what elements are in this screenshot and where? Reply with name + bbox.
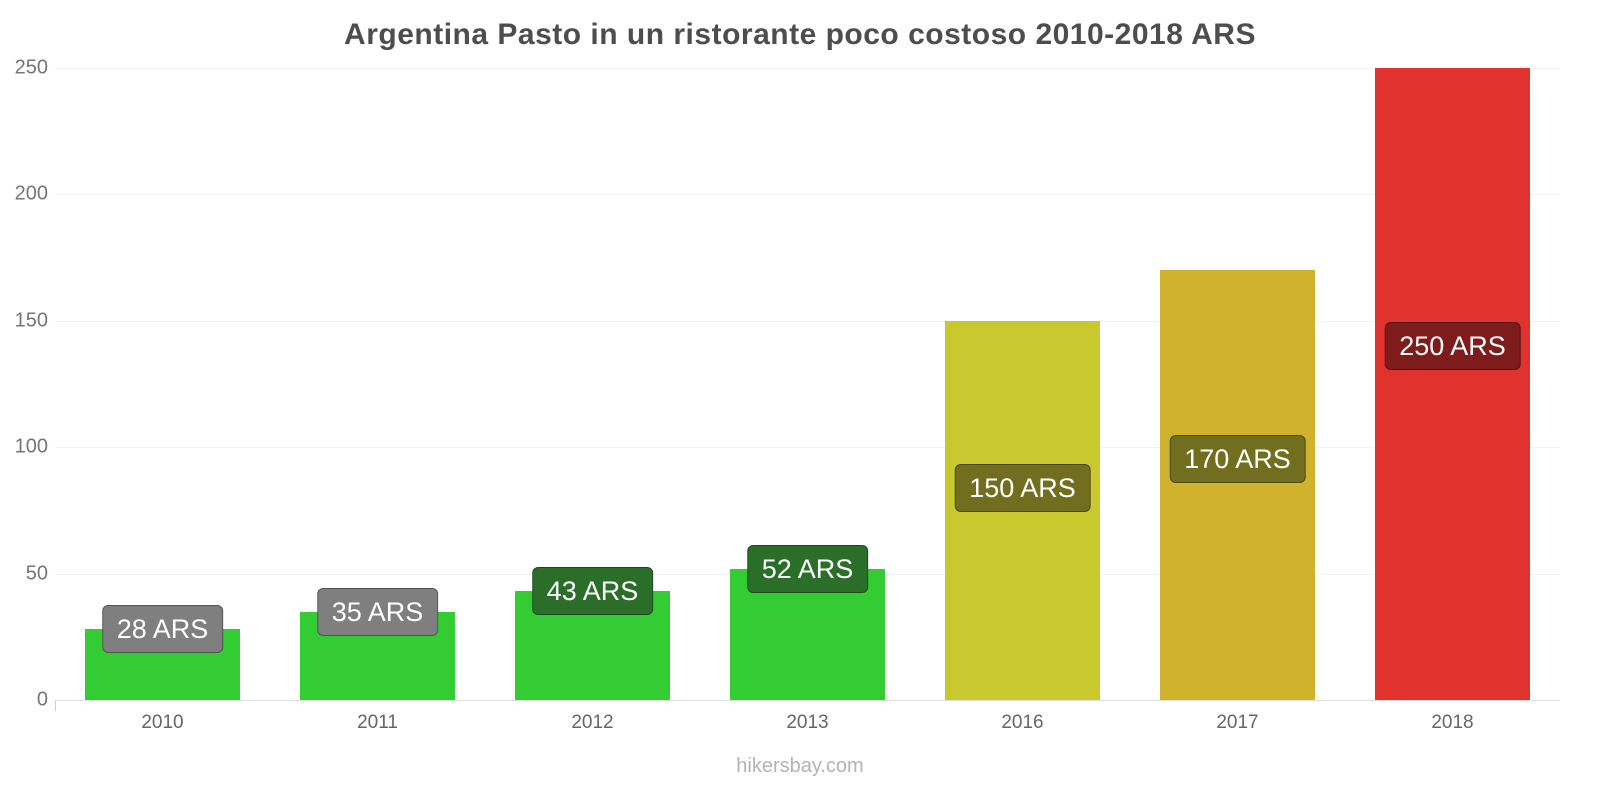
chart-title: Argentina Pasto in un ristorante poco co…: [344, 18, 1256, 51]
gridline: [55, 68, 1560, 69]
bar-value-badge: 52 ARS: [746, 544, 869, 593]
x-tick-label: 2016: [1001, 712, 1044, 733]
bar-value-badge: 150 ARS: [954, 463, 1091, 512]
y-tick-label: 200: [14, 182, 48, 205]
y-tick-label: 150: [14, 309, 48, 332]
x-tick-label: 2013: [786, 712, 829, 733]
bar-2016: 150 ARS: [945, 320, 1100, 700]
plot-area: 28 ARS 35 ARS 43 ARS 52 ARS 150 ARS 170 ARS 25…: [55, 68, 1560, 701]
x-tick-label: 2010: [141, 712, 184, 733]
x-tick-label: 2011: [357, 712, 398, 733]
bar-2010: 28 ARS: [85, 605, 240, 700]
axis-origin-tick: [55, 700, 56, 711]
bar-2013: 52 ARS: [730, 544, 885, 700]
bar-2012: 43 ARS: [515, 567, 670, 700]
bar-value-badge: 170 ARS: [1169, 435, 1306, 484]
bar-2011: 35 ARS: [300, 587, 455, 700]
y-tick-label: 50: [25, 562, 48, 585]
x-axis-line: [55, 700, 1560, 701]
x-tick-label: 2012: [571, 712, 614, 733]
bar-value-badge: 35 ARS: [316, 587, 439, 636]
bar-2017: 170 ARS: [1160, 270, 1315, 700]
y-tick-label: 250: [14, 56, 48, 79]
gridline: [55, 447, 1560, 449]
bar-value-badge: 28 ARS: [101, 605, 224, 654]
watermark-text: hikersbay.com: [736, 755, 864, 777]
x-tick-label: 2017: [1216, 712, 1259, 733]
y-tick-label: 0: [36, 688, 48, 711]
y-tick-label: 100: [14, 435, 48, 458]
bar-value-badge: 43 ARS: [531, 567, 654, 616]
bar-value-badge: 250 ARS: [1384, 322, 1521, 371]
gridline: [55, 320, 1560, 322]
x-tick-label: 2018: [1431, 712, 1474, 733]
bar-2018: 250 ARS: [1375, 68, 1530, 700]
gridline: [55, 194, 1560, 196]
